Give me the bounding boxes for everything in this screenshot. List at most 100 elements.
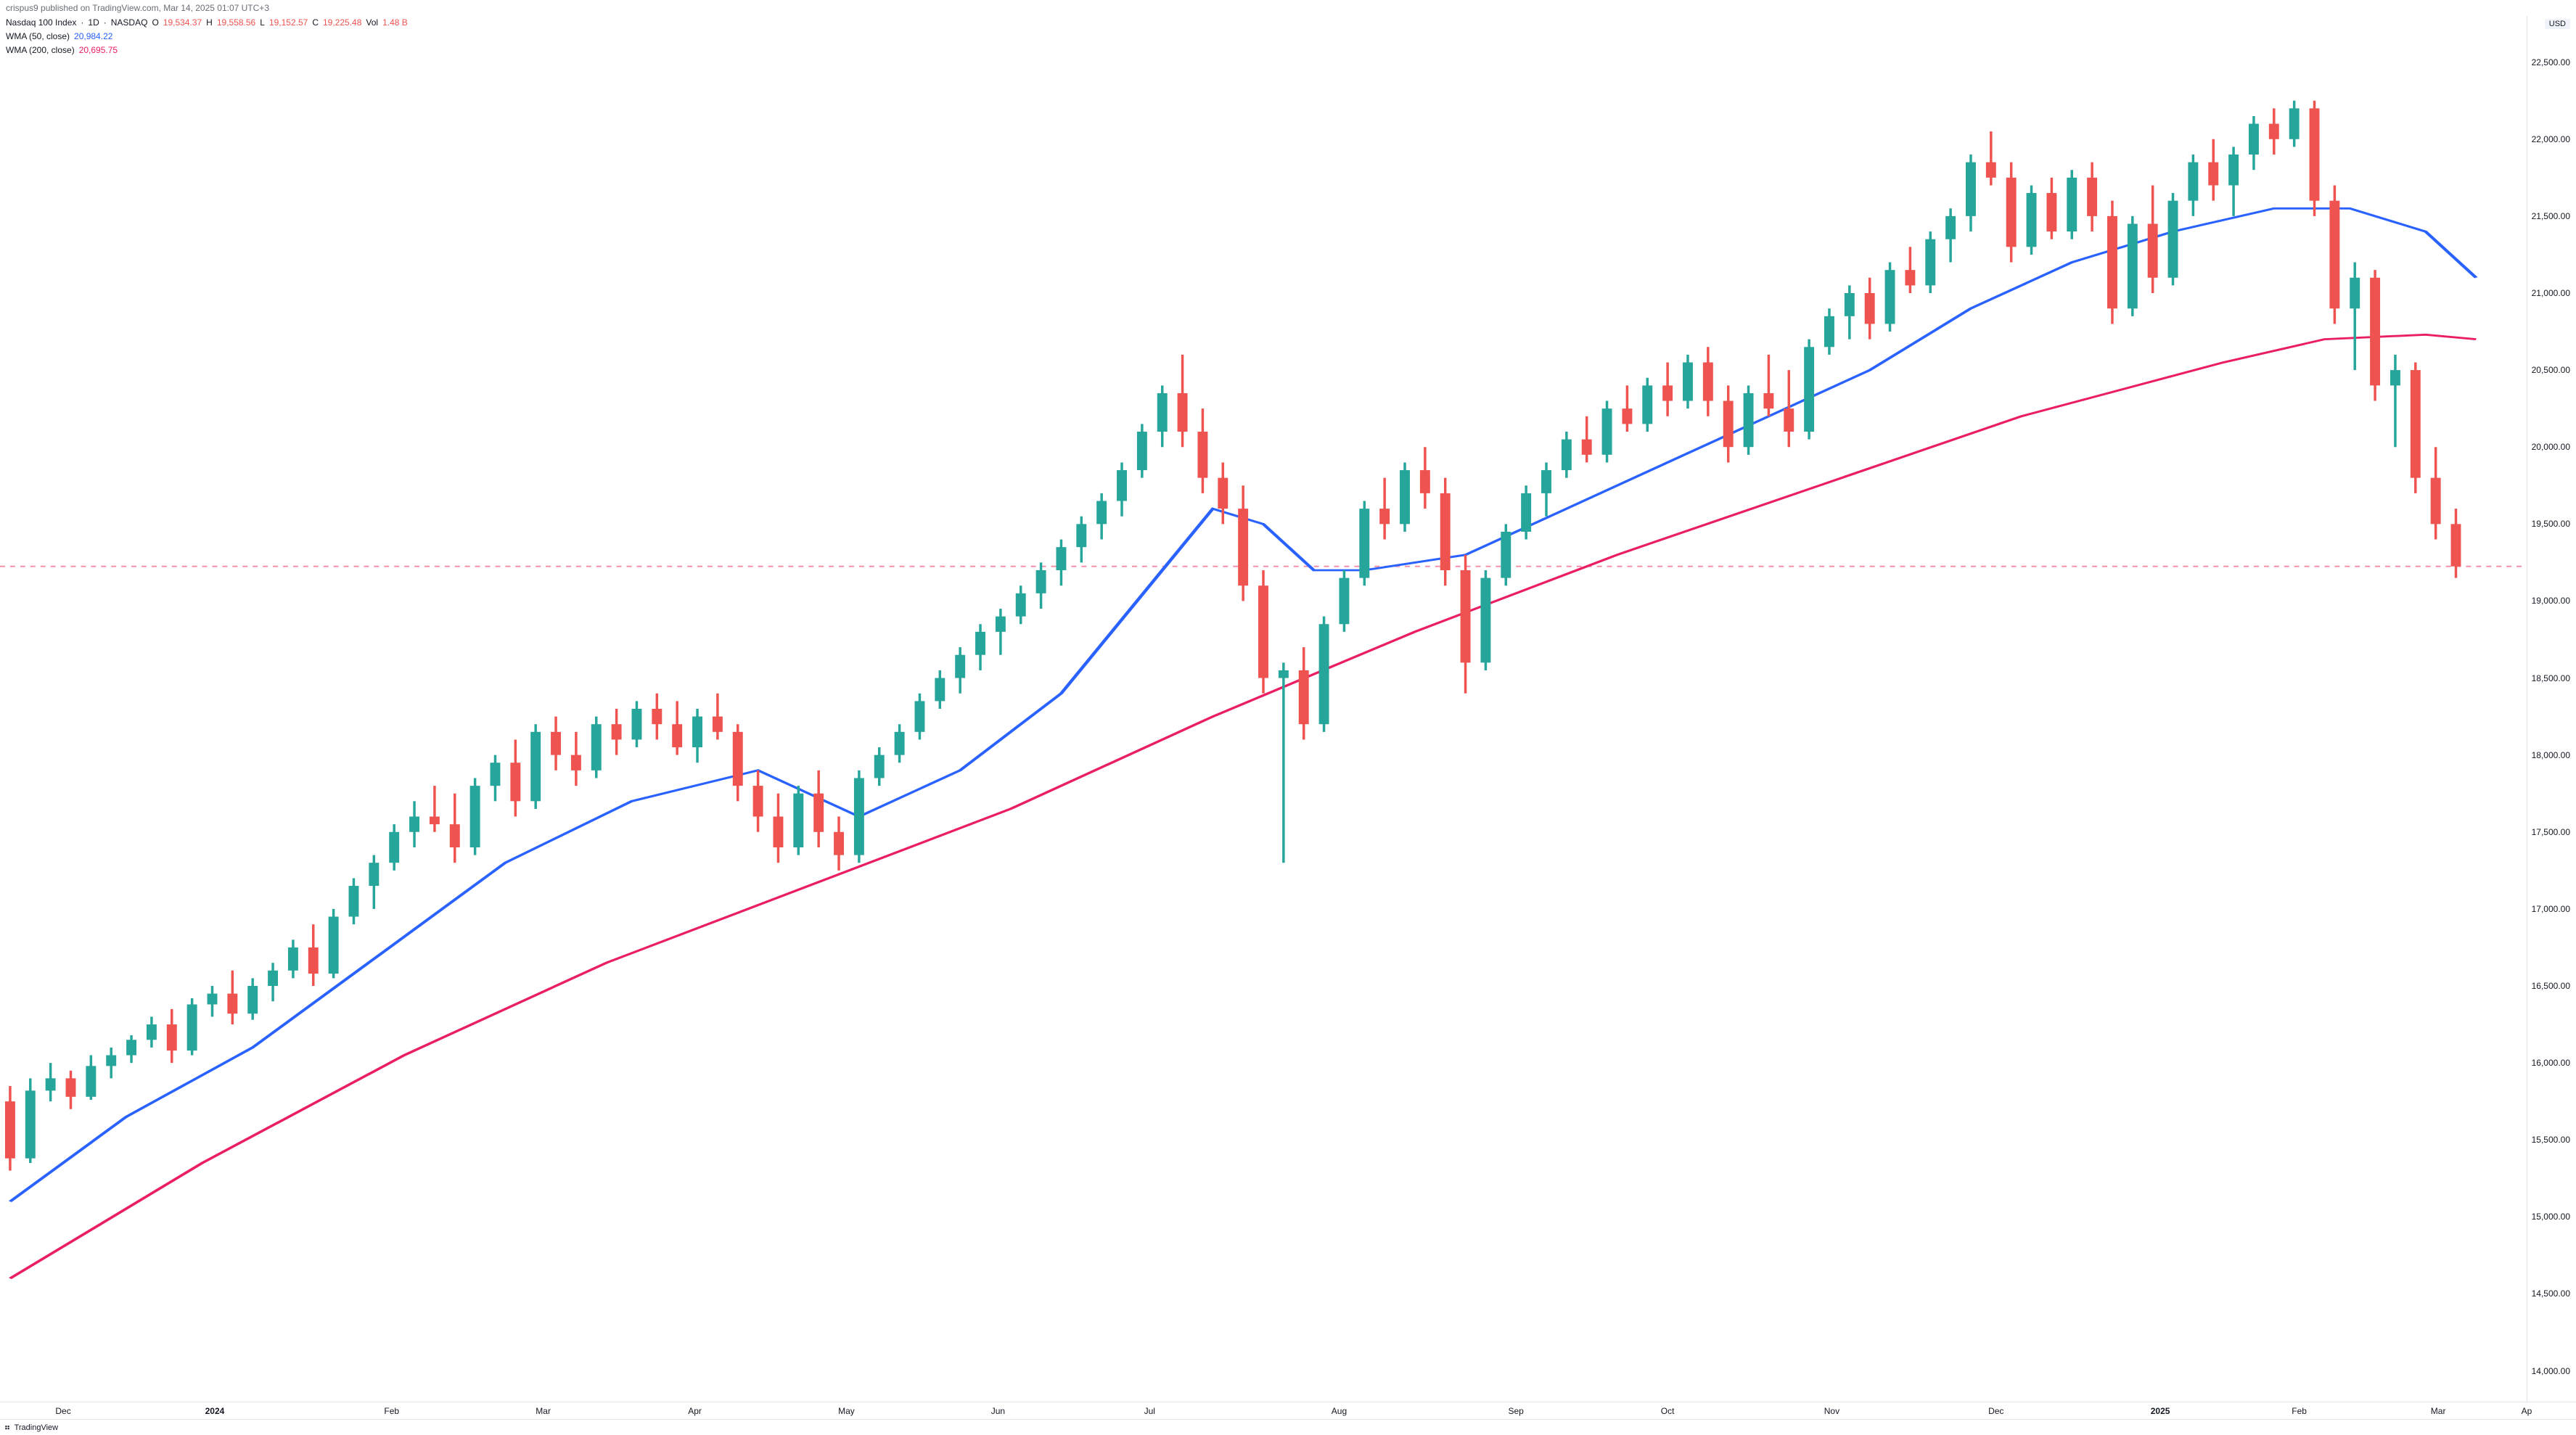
candle	[1804, 347, 1814, 432]
candle	[1339, 578, 1349, 625]
chart-area[interactable]	[0, 16, 2527, 1402]
candle	[147, 1024, 157, 1040]
time-tick: Jun	[991, 1406, 1005, 1416]
time-tick: Jul	[1144, 1406, 1155, 1416]
candle	[1238, 509, 1248, 585]
price-tick: 15,500.00	[2532, 1135, 2570, 1145]
price-tick: 19,500.00	[2532, 519, 2570, 529]
candle	[5, 1101, 15, 1159]
candle	[2289, 108, 2300, 139]
time-tick: Oct	[1661, 1406, 1675, 1416]
candle	[1845, 293, 1855, 316]
price-axis[interactable]: USD 22,500.0022,000.0021,500.0021,000.00…	[2527, 16, 2576, 1402]
candle	[773, 817, 783, 847]
chart-legend: Nasdaq 100 Index · 1D · NASDAQ O19,534.3…	[6, 16, 408, 58]
candle	[2411, 370, 2421, 478]
candle	[167, 1024, 177, 1050]
candle	[2269, 124, 2279, 139]
wma200-line	[10, 334, 2476, 1278]
time-tick: Dec	[55, 1406, 70, 1416]
candle	[1157, 393, 1168, 432]
candle	[2329, 201, 2339, 309]
candle	[430, 817, 440, 825]
candle	[2188, 163, 2198, 201]
candle	[2128, 224, 2138, 309]
candle	[1440, 493, 1451, 570]
ohlc-l: 19,152.57	[269, 16, 308, 30]
candle	[996, 617, 1006, 632]
time-tick: 2024	[205, 1406, 225, 1416]
candle	[2431, 478, 2441, 525]
candle	[612, 724, 622, 739]
legend-symbol-row[interactable]: Nasdaq 100 Index · 1D · NASDAQ O19,534.3…	[6, 16, 408, 30]
price-tick: 20,500.00	[2532, 365, 2570, 375]
candle	[1662, 385, 1673, 400]
candle	[1359, 509, 1369, 578]
price-tick: 18,500.00	[2532, 673, 2570, 683]
candle	[1117, 470, 1127, 501]
candle	[672, 724, 682, 747]
tradingview-logo-icon: ⠶	[4, 1423, 10, 1432]
candle	[25, 1090, 36, 1158]
candle	[975, 632, 985, 655]
candle	[1582, 440, 1592, 455]
candle	[571, 755, 581, 770]
candle	[126, 1040, 136, 1055]
candle	[2350, 278, 2360, 308]
candle	[632, 709, 642, 739]
candle	[1683, 363, 1693, 401]
candle	[935, 678, 945, 702]
candle	[409, 817, 419, 832]
ohlc-h-label: H	[206, 16, 213, 30]
candle	[1420, 470, 1430, 493]
candle	[1986, 163, 1996, 178]
price-tick: 16,000.00	[2532, 1058, 2570, 1068]
price-tick: 22,500.00	[2532, 57, 2570, 67]
candle	[652, 709, 662, 724]
time-tick: Aug	[1332, 1406, 1347, 1416]
interval: 1D	[88, 16, 99, 30]
candle	[713, 717, 723, 732]
legend-wma50-row[interactable]: WMA (50, close) 20,984.22	[6, 30, 408, 44]
candle	[793, 794, 803, 847]
candle	[349, 886, 359, 916]
candle	[1076, 524, 1086, 547]
candle	[66, 1078, 76, 1096]
price-tick: 15,000.00	[2532, 1212, 2570, 1222]
candle	[1744, 393, 1754, 447]
candle	[208, 994, 218, 1005]
candle	[288, 947, 298, 971]
candle	[2046, 193, 2056, 231]
candle	[753, 786, 763, 816]
wma200-label: WMA (200, close)	[6, 44, 75, 57]
legend-wma200-row[interactable]: WMA (200, close) 20,695.75	[6, 44, 408, 57]
time-tick: Feb	[2292, 1406, 2307, 1416]
candle	[1218, 478, 1228, 509]
candle	[1137, 432, 1147, 470]
candle	[1279, 670, 1289, 678]
ohlc-o-label: O	[152, 16, 158, 30]
candle	[2006, 178, 2017, 247]
price-tick: 22,000.00	[2532, 134, 2570, 144]
candle	[1319, 624, 1329, 724]
ohlc-l-label: L	[260, 16, 265, 30]
price-tick: 21,500.00	[2532, 211, 2570, 221]
candle	[854, 778, 864, 855]
time-axis[interactable]: Dec2024FebMarAprMayJunJulAugSepOctNovDec…	[0, 1402, 2576, 1419]
price-tick: 16,500.00	[2532, 981, 2570, 991]
chart-container: crispus9 published on TradingView.com, M…	[0, 0, 2576, 1435]
time-tick: 2025	[2151, 1406, 2170, 1416]
candle	[1622, 408, 1632, 424]
candle	[187, 1004, 197, 1050]
candle	[2027, 193, 2037, 247]
candle	[1016, 593, 1026, 617]
time-tick: Mar	[2431, 1406, 2446, 1416]
candle	[1763, 393, 1773, 408]
candle	[2087, 178, 2097, 216]
price-tick: 18,000.00	[2532, 750, 2570, 760]
candle	[1602, 408, 1612, 455]
candle	[1521, 493, 1531, 532]
price-tick: 14,500.00	[2532, 1288, 2570, 1299]
ohlc-vol-label: Vol	[366, 16, 378, 30]
candle	[247, 986, 258, 1013]
